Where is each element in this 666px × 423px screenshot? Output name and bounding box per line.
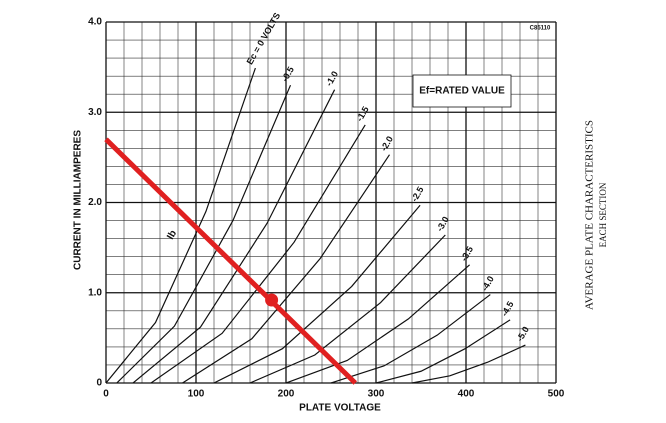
x-tick-label: 300 (368, 389, 385, 400)
annotation: Ib (165, 228, 179, 241)
y-tick-label: 1.0 (88, 287, 102, 298)
series-label: -4.5 (499, 300, 515, 318)
curve (330, 294, 491, 384)
y-tick-label: 4.0 (88, 17, 102, 28)
series-label: -1.0 (324, 69, 340, 87)
curve (116, 84, 292, 384)
x-tick-label: 500 (548, 389, 565, 400)
annotation-box (412, 74, 512, 108)
y-tick-label: 3.0 (88, 107, 102, 118)
series-label: -0.5 (280, 65, 296, 83)
series-label: -4.0 (479, 274, 495, 292)
curve (213, 204, 421, 384)
series-label: -2.5 (409, 185, 425, 203)
series-label: -1.5 (354, 105, 370, 123)
curve (411, 344, 526, 384)
series-label: -3.0 (434, 215, 450, 233)
curve (182, 154, 390, 384)
load-line (104, 137, 358, 385)
y-tick-label: 2.0 (88, 197, 102, 208)
y-axis-label: CURRENT IN MILLIAMPERES (73, 130, 84, 270)
grid (105, 21, 557, 384)
x-tick-label: 0 (103, 389, 109, 400)
curve (150, 124, 366, 384)
x-tick-label: 200 (278, 389, 295, 400)
annotation: Ef=RATED VALUE (419, 86, 505, 97)
series-label: -3.5 (459, 245, 475, 263)
annotation: C85110 (530, 26, 551, 32)
x-axis-label: PLATE VOLTAGE (299, 403, 381, 414)
y-tick-label: 0 (96, 378, 102, 389)
x-tick-label: 100 (188, 389, 205, 400)
x-tick-label: 400 (458, 389, 475, 400)
curve (375, 319, 511, 384)
series-label: -5.0 (515, 325, 531, 343)
operating-point (265, 293, 279, 307)
chart-title: AVERAGE PLATE CHARACTERISTICS (584, 120, 596, 310)
curve (249, 234, 446, 384)
curve (285, 264, 470, 384)
curve (132, 89, 336, 384)
curve (105, 67, 256, 384)
series-label: -2.0 (379, 134, 395, 152)
chart-subtitle: EACH SECTION (598, 182, 608, 247)
